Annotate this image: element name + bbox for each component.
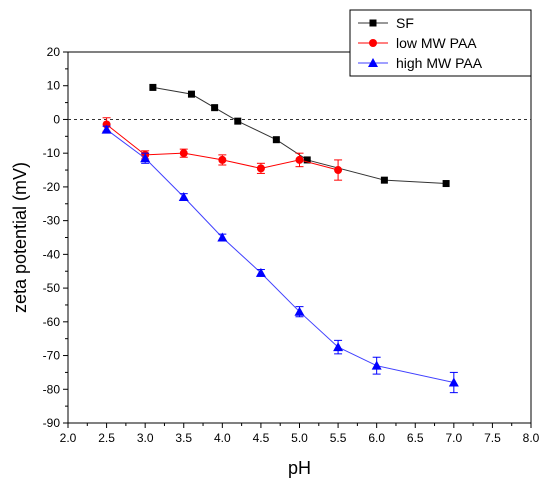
legend-item: SF bbox=[358, 15, 414, 31]
x-tick-label: 4.0 bbox=[214, 431, 231, 445]
y-tick-label: -30 bbox=[43, 214, 61, 228]
legend: SF low MW PAA high MW PAA bbox=[349, 9, 532, 77]
data-point bbox=[380, 176, 388, 184]
series-high-mw-paa bbox=[101, 124, 459, 394]
y-tick-label: 20 bbox=[47, 45, 61, 59]
legend-marker bbox=[368, 58, 378, 67]
x-axis: 2.0 2.5 3.0 3.5 4.0 4.5 5.0 5.5 6.0 6.5 7.0 7.5 8.0 bbox=[60, 423, 540, 445]
x-tick-label: 6.0 bbox=[368, 431, 385, 445]
x-tick-label: 5.0 bbox=[291, 431, 308, 445]
legend-item: low MW PAA bbox=[358, 35, 477, 51]
data-point bbox=[442, 180, 450, 188]
y-tick-label: -10 bbox=[43, 146, 61, 160]
data-point bbox=[101, 124, 112, 134]
legend-label: low MW PAA bbox=[396, 35, 477, 51]
data-point bbox=[272, 136, 280, 144]
data-point bbox=[255, 267, 266, 277]
y-tick-label: -70 bbox=[43, 349, 61, 363]
y-tick-label: -90 bbox=[43, 416, 61, 430]
y-axis-title: zeta potential (mV) bbox=[10, 162, 30, 313]
data-point bbox=[334, 166, 343, 175]
x-tick-label: 5.5 bbox=[330, 431, 347, 445]
x-tick-label: 8.0 bbox=[523, 431, 540, 445]
x-tick-label: 3.5 bbox=[175, 431, 192, 445]
x-tick-label: 7.0 bbox=[445, 431, 462, 445]
y-tick-label: -80 bbox=[43, 382, 61, 396]
legend-label: high MW PAA bbox=[396, 55, 483, 71]
x-tick-label: 7.5 bbox=[484, 431, 501, 445]
y-tick-label: -60 bbox=[43, 315, 61, 329]
y-tick-label: 10 bbox=[47, 79, 61, 93]
series-layer bbox=[101, 83, 459, 394]
legend-item: high MW PAA bbox=[358, 55, 483, 71]
data-point bbox=[187, 90, 195, 98]
data-point bbox=[294, 306, 305, 316]
x-axis-title: pH bbox=[288, 458, 311, 478]
x-tick-label: 2.5 bbox=[98, 431, 115, 445]
plot-frame bbox=[67, 51, 532, 424]
y-tick-label: -20 bbox=[43, 180, 61, 194]
x-tick-label: 3.0 bbox=[137, 431, 154, 445]
data-point bbox=[234, 117, 242, 125]
y-axis: 20 10 0 -10 -20 -30 -40 -50 -60 -70 -80 -90 bbox=[43, 45, 68, 430]
legend-marker bbox=[369, 39, 377, 47]
data-point bbox=[333, 342, 344, 352]
legend-label: SF bbox=[396, 15, 414, 31]
y-tick-label: -50 bbox=[43, 281, 61, 295]
y-tick-label: 0 bbox=[53, 112, 60, 126]
series-line bbox=[152, 86, 447, 185]
series-sf bbox=[149, 83, 450, 188]
data-point bbox=[295, 155, 304, 164]
data-point bbox=[371, 360, 382, 370]
data-point bbox=[448, 377, 459, 387]
plot-border bbox=[67, 51, 532, 424]
data-point bbox=[211, 104, 219, 112]
series-line bbox=[106, 129, 454, 384]
x-tick-label: 4.5 bbox=[253, 431, 270, 445]
series-low-mw-paa bbox=[102, 117, 343, 181]
data-point bbox=[149, 83, 157, 91]
data-point bbox=[256, 164, 265, 173]
legend-marker bbox=[369, 19, 377, 27]
x-tick-label: 2.0 bbox=[60, 431, 77, 445]
data-point bbox=[179, 149, 188, 158]
x-tick-label: 6.5 bbox=[407, 431, 424, 445]
data-point bbox=[178, 192, 189, 202]
data-point bbox=[140, 153, 151, 163]
data-point bbox=[218, 155, 227, 164]
data-point bbox=[217, 232, 228, 242]
data-point bbox=[303, 156, 311, 164]
y-tick-label: -40 bbox=[43, 247, 61, 261]
